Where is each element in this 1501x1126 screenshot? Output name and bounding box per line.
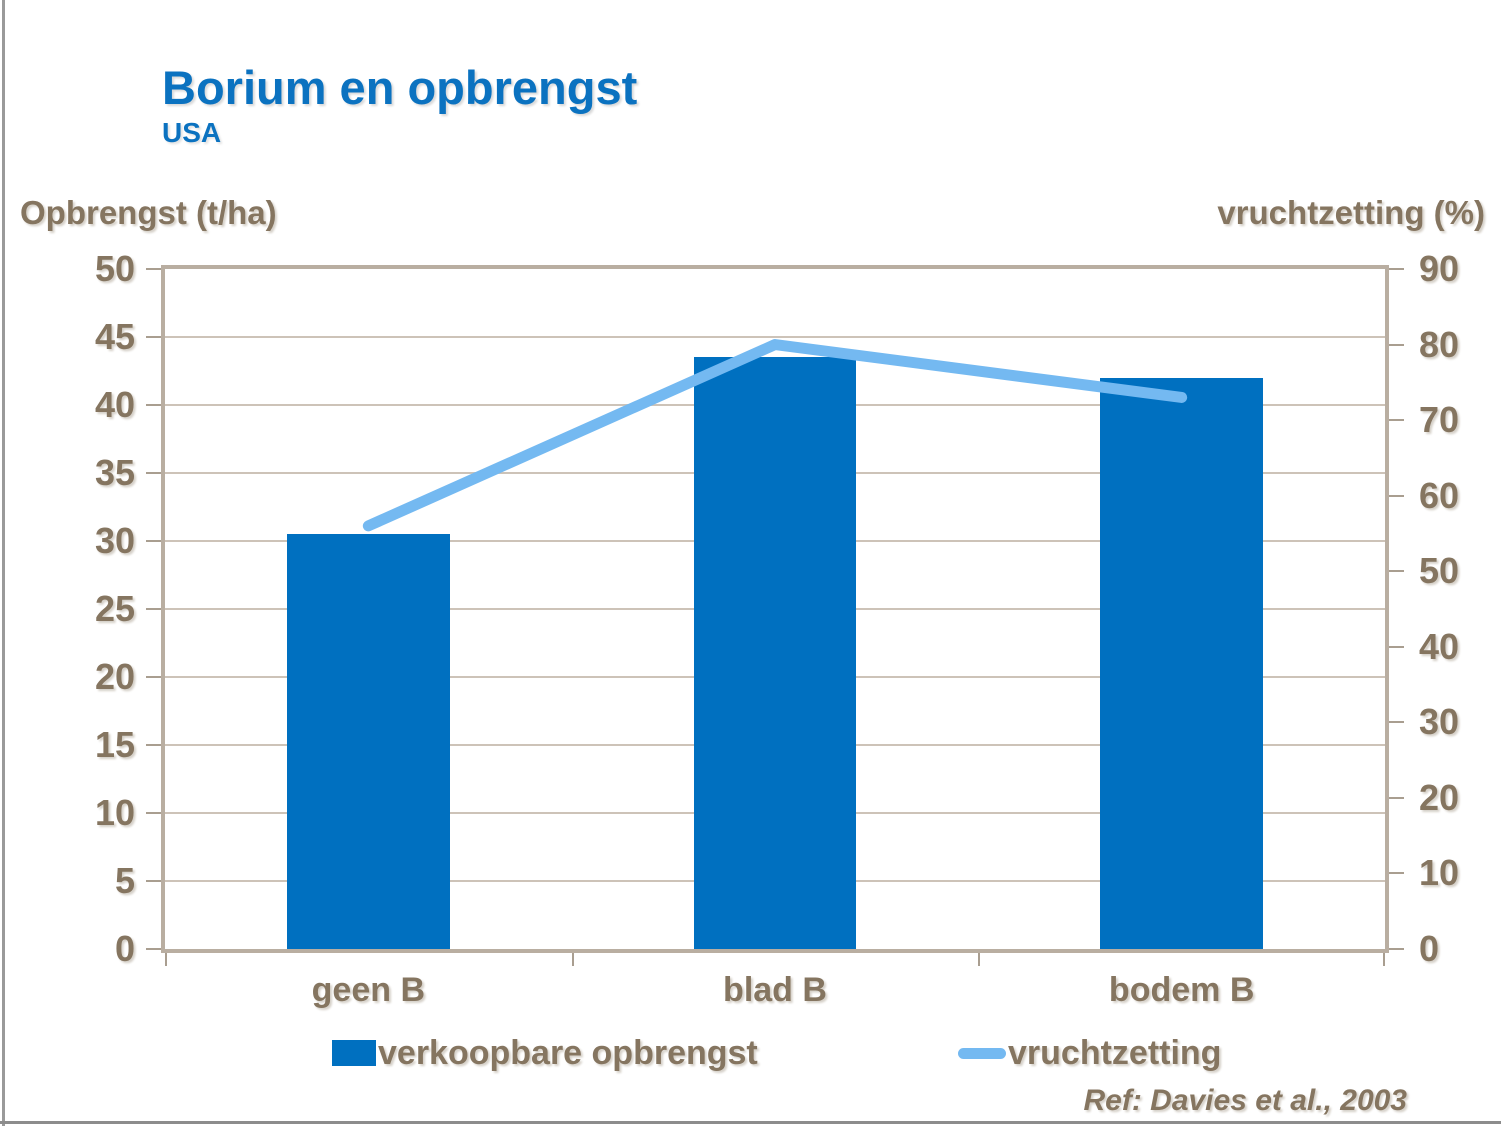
x-axis-tick — [978, 953, 981, 966]
left-axis-tick-label: 5 — [114, 860, 135, 901]
left-axis-tick-label: 30 — [94, 520, 135, 561]
left-axis-tick — [146, 268, 161, 270]
left-axis-tick — [146, 540, 161, 542]
slide-bottom-border — [0, 1121, 1501, 1124]
bar — [1100, 377, 1263, 949]
right-axis-tick-label: 70 — [1419, 399, 1460, 441]
left-axis-tick-label: 25 — [94, 588, 135, 629]
left-axis-tick-label: 35 — [94, 452, 135, 493]
left-axis-tick-label: 15 — [94, 724, 135, 765]
left-axis-tick — [146, 880, 161, 882]
legend-item-line: vruchtzetting — [958, 1032, 1221, 1074]
right-axis-tick — [1389, 419, 1404, 422]
category-label: geen B — [311, 971, 425, 1009]
left-axis-tick-label: 50 — [94, 248, 135, 289]
right-axis-tick — [1389, 570, 1404, 573]
chart-title: Borium en opbrengst — [162, 61, 638, 114]
right-axis-tick-label: 10 — [1419, 852, 1460, 894]
left-axis-tick-label: 10 — [94, 792, 135, 833]
gridline — [165, 336, 1385, 338]
right-axis-tick-label: 90 — [1419, 248, 1460, 289]
left-axis-tick — [146, 608, 161, 610]
left-axis-tick — [146, 676, 161, 678]
right-axis-tick — [1389, 872, 1404, 875]
reference-text: Ref: Davies et al., 2003 — [1083, 1084, 1407, 1117]
left-axis-tick — [146, 948, 161, 950]
right-axis-tick — [1389, 796, 1404, 799]
right-axis-title: vruchtzetting (%) — [1217, 194, 1485, 231]
right-axis-tick-label: 0 — [1419, 928, 1440, 969]
vruchtzetting-line — [362, 339, 1188, 532]
category-label: blad B — [723, 971, 827, 1009]
x-axis-tick — [1383, 953, 1385, 966]
legend: verkoopbare opbrengst vruchtzetting — [0, 1032, 1501, 1074]
right-axis-tick — [1389, 268, 1404, 270]
plot-area: 0 5 10 15 20 25 30 35 40 45 50 0 10 20 30 40 50 60 70 80 90 g… — [95, 251, 1459, 1010]
bar — [693, 357, 857, 949]
right-axis-tick-label: 30 — [1419, 701, 1460, 743]
left-axis-tick-label: 20 — [94, 656, 135, 697]
legend-line-label: vruchtzetting — [1008, 1033, 1222, 1072]
legend-bar-swatch — [332, 1040, 376, 1066]
left-axis-tick-label: 45 — [94, 316, 135, 357]
left-axis-tick — [146, 744, 161, 746]
legend-item-bar: verkoopbare opbrengst — [332, 1032, 758, 1074]
legend-line-swatch — [958, 1047, 1006, 1059]
left-axis-tick-label: 0 — [114, 928, 135, 969]
x-axis-tick — [165, 953, 167, 966]
category-label: bodem B — [1108, 971, 1255, 1009]
right-axis-tick — [1389, 343, 1404, 346]
right-axis-tick — [1389, 721, 1404, 724]
left-axis-tick-label: 40 — [94, 384, 135, 425]
right-axis-tick — [1389, 494, 1404, 497]
right-axis-tick-label: 20 — [1419, 776, 1460, 818]
left-axis-title: Opbrengst (t/ha) — [20, 194, 277, 231]
x-axis-tick — [571, 953, 574, 966]
right-axis-tick-label: 80 — [1419, 323, 1460, 365]
right-axis-tick-label: 50 — [1419, 550, 1460, 592]
left-axis-tick — [146, 336, 161, 338]
left-axis-tick — [146, 472, 161, 474]
left-axis-tick — [146, 404, 161, 406]
left-axis-tick — [146, 812, 161, 814]
title-block: Borium en opbrengst USA — [162, 61, 638, 149]
legend-bar-label: verkoopbare opbrengst — [378, 1033, 758, 1072]
chart-subtitle: USA — [162, 116, 222, 148]
bar — [287, 534, 450, 949]
right-axis-tick-label: 60 — [1419, 474, 1460, 516]
right-axis-tick — [1389, 645, 1404, 648]
right-axis-tick — [1389, 948, 1404, 950]
slide-left-border — [2, 0, 5, 1126]
right-axis-tick-label: 40 — [1419, 625, 1460, 667]
